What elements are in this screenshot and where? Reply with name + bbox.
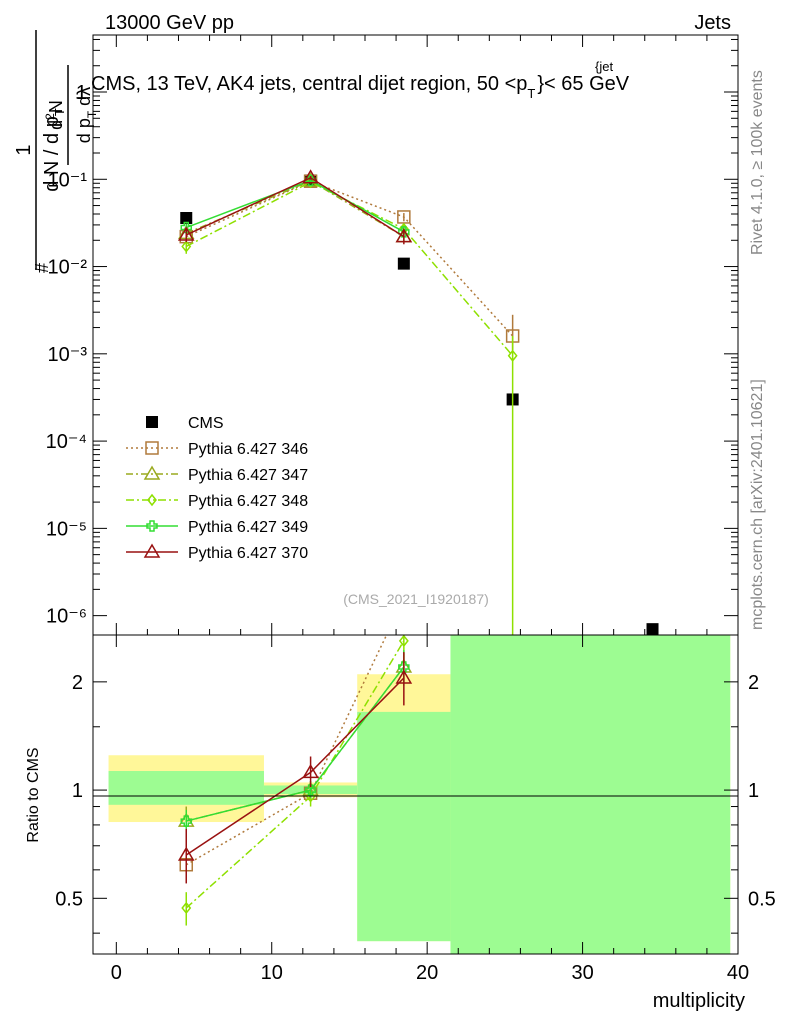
ratio-point-4-0 <box>180 815 193 827</box>
header-right: Jets <box>694 12 731 34</box>
top-y-tick-label-2: 10⁻² <box>48 257 88 279</box>
top-ylabel: 1 d N / d pT # d2N d pT dλ <box>13 30 99 273</box>
rivet-label: Rivet 4.1.0, ≥ 100k events <box>749 70 766 255</box>
x-tick-label-4: 40 <box>727 962 749 984</box>
ratio-bands <box>108 635 731 954</box>
svg-text:d pT dλ: d pT dλ <box>74 87 99 143</box>
point-0-4 <box>646 623 659 635</box>
series-line-2 <box>185 179 405 238</box>
legend-marker-1 <box>145 441 159 455</box>
legend-marker-4 <box>146 520 158 532</box>
plot-title-tail: }< 65 GeV <box>537 73 629 95</box>
band-green-3 <box>450 635 731 954</box>
ratio-y-tick-label-2: 2 <box>72 672 83 694</box>
ratio-panel-frame <box>92 634 739 955</box>
legend-label-2: Pythia 6.427 347 <box>188 467 308 484</box>
legend-marker-3 <box>147 493 157 507</box>
svg-text:d2N: d2N <box>43 100 66 130</box>
point-4-2 <box>398 226 410 238</box>
legend-marker-5 <box>143 543 161 558</box>
legend-entry-3: Pythia 6.427 348 <box>126 493 308 510</box>
legend-entry-4: Pythia 6.427 349 <box>126 519 308 536</box>
x-tick-label-1: 10 <box>261 962 283 984</box>
point-3-0 <box>181 240 192 253</box>
top-y-tick-label-5: 10⁻⁵ <box>46 518 87 540</box>
ylabel-denominator: d N / d pT <box>41 108 67 192</box>
point-0-0 <box>180 212 193 225</box>
series-2 <box>177 172 413 243</box>
x-tick-label-0: 0 <box>111 962 122 984</box>
plot-title: CMS, 13 TeV, AK4 jets, central dijet reg… <box>91 73 630 101</box>
legend-marker-0 <box>146 416 158 428</box>
ratio-y-tick-label-right-0: 0.5 <box>748 888 776 910</box>
ratio-point-5-1 <box>302 763 319 779</box>
legend-marker-2 <box>143 465 161 480</box>
ratio-y-tick-label-0: 0.5 <box>55 888 83 910</box>
ratio-point-3-0 <box>181 901 192 915</box>
ratio-point-4-2 <box>398 661 410 673</box>
ratio-point-4-1 <box>304 784 317 796</box>
series-0 <box>180 174 659 635</box>
top-y-tick-label-4: 10⁻⁴ <box>46 431 87 453</box>
axes-layer: 0 10 20 30 40 1 10⁻¹ 10⁻² 10⁻³ 10⁻⁴ 10⁻⁵ 10⁻⁶ 0.5 0.5… <box>46 35 776 984</box>
svg-text:#: # <box>32 263 52 273</box>
point-5-1 <box>302 169 319 184</box>
x-tick-label-3: 30 <box>571 962 593 984</box>
x-tick-label-2: 20 <box>416 962 438 984</box>
ratio-point-5-2 <box>395 669 413 684</box>
top-y-tick-label-3: 10⁻³ <box>48 344 88 366</box>
point-5-0 <box>177 226 195 241</box>
top-y-tick-label-0: 1 <box>76 82 87 104</box>
band-green-2 <box>357 711 451 942</box>
ratio-point-3-2 <box>398 635 409 648</box>
plot-title-main: CMS, 13 TeV, AK4 jets, central dijet reg… <box>91 73 527 95</box>
legend-entry-5: Pythia 6.427 370 <box>126 543 308 562</box>
series-line-1 <box>185 180 514 337</box>
plot-title-sub: T <box>527 86 535 101</box>
point-5-2 <box>395 228 413 243</box>
legend: CMS Pythia 6.427 346 Pythia 6.427 347 Pythi… <box>126 415 308 562</box>
series-5 <box>177 169 413 245</box>
point-0-2 <box>397 257 410 270</box>
analysis-watermark: (CMS_2021_I1920187) <box>343 591 489 607</box>
legend-label-3: Pythia 6.427 348 <box>188 493 308 510</box>
ratio-y-tick-label-1: 1 <box>72 780 83 802</box>
ratio-y-tick-label-right-2: 2 <box>748 672 759 694</box>
ylabel-numerator-one: 1 <box>13 144 35 155</box>
legend-label-5: Pythia 6.427 370 <box>188 545 308 562</box>
legend-label-4: Pythia 6.427 349 <box>188 519 308 536</box>
series-line-4 <box>185 179 405 233</box>
series-line-3 <box>185 181 514 357</box>
legend-label-0: CMS <box>188 415 224 432</box>
series-3 <box>181 175 518 635</box>
top-y-tick-label-1: 10⁻¹ <box>48 169 88 191</box>
legend-entry-2: Pythia 6.427 347 <box>126 465 308 484</box>
band-green-0 <box>108 771 264 805</box>
legend-entry-1: Pythia 6.427 346 <box>126 441 308 458</box>
x-axis-label: multiplicity <box>653 990 745 1012</box>
ratio-series-5 <box>177 652 413 884</box>
top-y-tick-label-6: 10⁻⁶ <box>46 606 87 628</box>
ratio-ylabel: Ratio to CMS <box>25 747 42 842</box>
ratio-point-5-0 <box>177 846 195 861</box>
top-series-layer <box>177 169 659 635</box>
header-left: 13000 GeV pp <box>105 12 234 34</box>
legend-label-1: Pythia 6.427 346 <box>188 441 308 458</box>
ratio-y-tick-label-right-1: 1 <box>748 780 759 802</box>
legend-entry-0: CMS <box>146 415 224 432</box>
point-3-3 <box>507 349 518 362</box>
mcplots-label: mcplots.cern.ch [arXiv:2401.10621] <box>749 379 766 630</box>
plot-title-sup: {jet <box>595 59 613 74</box>
